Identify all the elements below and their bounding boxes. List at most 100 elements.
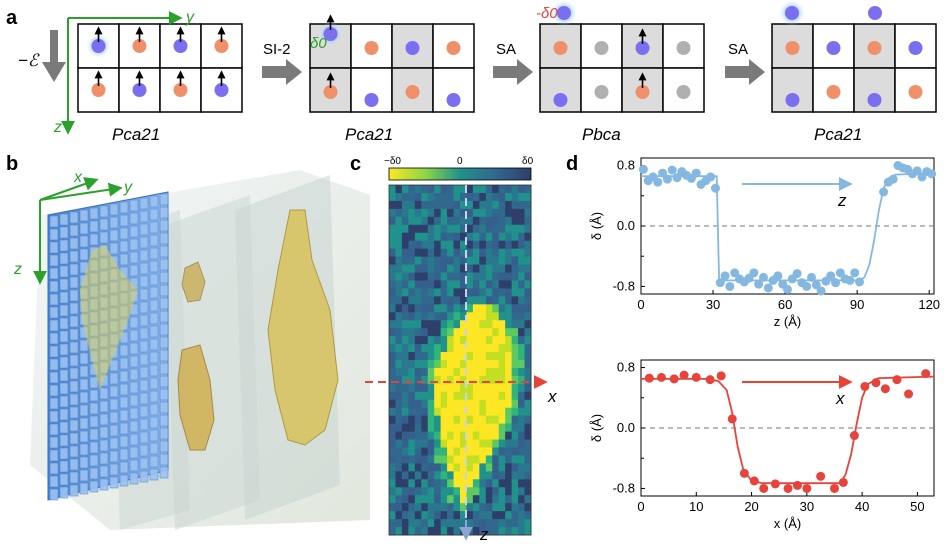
heatmap-pixel: [492, 407, 500, 417]
heatmap-pixel: [511, 256, 519, 266]
heatmap-pixel: [524, 304, 532, 313]
heatmap-pixel: [414, 399, 422, 409]
structure-name-3: Pbca: [582, 125, 621, 144]
heatmap-pixel: [511, 272, 519, 281]
heatmap-pixel: [492, 527, 500, 536]
heatmap-pixel: [472, 511, 480, 520]
wall-voxel: [129, 212, 139, 225]
heatmap-pixel: [498, 439, 506, 448]
heatmap-pixel: [472, 487, 480, 496]
heatmap-pixel: [401, 503, 409, 512]
heatmap-pixel: [427, 240, 435, 250]
heatmap-pixel: [414, 455, 422, 464]
heatmap-pixel: [492, 312, 500, 321]
data-point: [921, 369, 931, 379]
heatmap-pixel: [447, 200, 455, 210]
heatmap-pixel: [518, 399, 526, 409]
heatmap-pixel: [492, 360, 500, 369]
heatmap-pixel: [408, 272, 416, 281]
wall-voxel: [109, 359, 119, 372]
domain-3d-large: [267, 209, 339, 446]
data-point: [730, 268, 740, 278]
atom-orange: [91, 83, 106, 97]
heatmap-pixel: [479, 447, 487, 456]
heatmap-pixel: [395, 383, 403, 393]
heatmap-pixel: [395, 216, 403, 226]
heatmap-pixel: [401, 447, 409, 456]
heatmap-pixel: [447, 240, 455, 250]
heatmap-pixel: [408, 240, 416, 250]
heatmap-pixel: [421, 216, 429, 226]
heatmap-pixel: [511, 511, 519, 520]
heatmap-pixel: [472, 367, 480, 377]
heatmap-pixel: [524, 256, 532, 266]
heatmap-pixel: [447, 479, 455, 488]
heatmap-pixel: [460, 224, 467, 234]
heatmap-pixel: [492, 495, 500, 504]
heatmap-pixel: [453, 200, 461, 210]
heatmap-pixel: [401, 471, 409, 480]
heatmap-pixel: [460, 240, 467, 250]
y-tick-label: 0.8: [617, 158, 635, 173]
heatmap-pixel: [447, 527, 455, 536]
data-point: [860, 381, 870, 391]
wall-voxel: [119, 240, 129, 253]
data-point: [783, 483, 793, 493]
heatmap-pixel: [389, 399, 396, 409]
heatmap-pixel: [401, 360, 409, 369]
heatmap-pixel: [447, 447, 455, 456]
heatmap-pixel: [395, 519, 403, 528]
heatmap-pixel: [518, 192, 526, 202]
heatmap-pixel: [511, 224, 519, 234]
heatmap-pixel: [421, 375, 429, 385]
heatmap-pixel: [389, 312, 396, 321]
heatmap-pixel: [434, 471, 442, 480]
wall-voxel: [49, 410, 59, 423]
heatmap-pixel: [453, 192, 461, 202]
y-tick-label: 0.0: [617, 420, 635, 435]
heatmap-pixel: [434, 391, 442, 401]
heatmap-pixel: [434, 407, 442, 417]
heatmap-pixel: [479, 328, 487, 337]
wall-voxel: [59, 317, 69, 330]
heatmap-pixel: [492, 463, 500, 472]
heatmap-pixel: [453, 360, 461, 369]
panel-label-c: c: [350, 153, 361, 175]
heatmap-pixel: [421, 185, 429, 194]
heatmap-pixel: [505, 208, 513, 218]
heatmap-pixel: [434, 264, 442, 273]
wall-voxel: [49, 293, 59, 306]
heatmap-pixel: [401, 344, 409, 353]
heatmap-pixel: [427, 200, 435, 210]
heatmap-pixel: [440, 503, 448, 512]
heatmap-pixel: [414, 439, 422, 448]
heatmap-pixel: [427, 280, 435, 289]
heatmap-pixel: [492, 216, 500, 226]
heatmap-pixel: [434, 503, 442, 512]
heatmap-pixel: [492, 240, 500, 250]
heatmap-pixel: [408, 487, 416, 496]
heatmap-pixel: [434, 304, 442, 313]
wall-voxel: [79, 222, 89, 235]
heatmap-pixel: [395, 336, 403, 345]
heatmap-pixel: [434, 367, 442, 377]
heatmap-pixel: [414, 463, 422, 472]
heatmap-pixel: [434, 272, 442, 281]
heatmap-pixel: [440, 495, 448, 504]
heatmap-pixel: [427, 391, 435, 401]
heatmap-pixel: [505, 439, 513, 448]
wall-voxel: [49, 384, 59, 397]
heatmap-pixel: [389, 192, 396, 202]
heatmap-pixel: [453, 296, 461, 305]
heatmap-pixel: [505, 399, 513, 409]
heatmap-pixel: [485, 280, 493, 289]
heatmap-pixel: [395, 375, 403, 385]
heatmap-pixel: [440, 431, 448, 441]
field-arrow-icon: [42, 30, 66, 82]
atom-orange: [908, 85, 923, 99]
domain-3d-tiny: [181, 261, 206, 303]
heatmap-pixel: [389, 487, 396, 496]
heatmap-pixel: [492, 383, 500, 393]
heatmap-pixel: [447, 328, 455, 337]
heatmap-pixel: [466, 383, 474, 393]
